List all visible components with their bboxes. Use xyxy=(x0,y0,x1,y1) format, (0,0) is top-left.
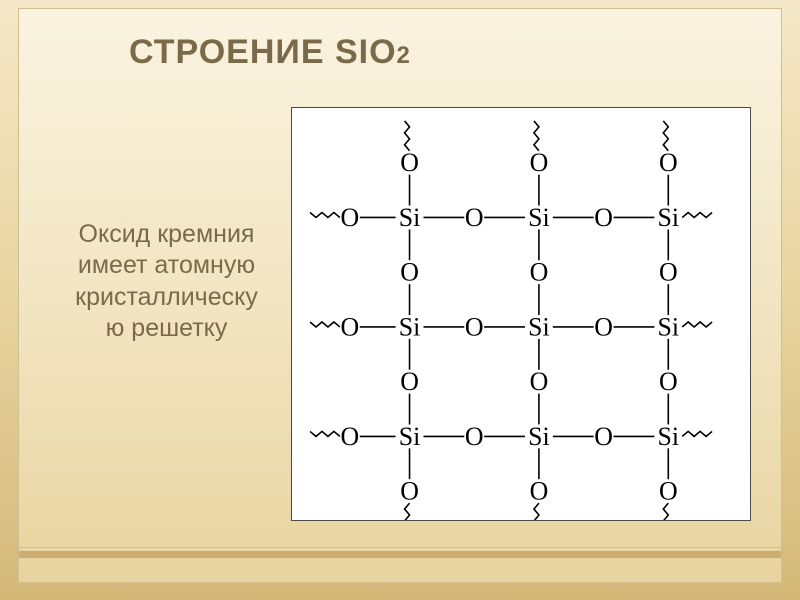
structure-diagram: Si Si Si O O Si Si Si O O Si Si Si O O O O O O O O O O O O O O O O O xyxy=(291,107,751,521)
accent-line-thick xyxy=(19,551,781,558)
caption-text: Оксид кремния имеет атомную кристалличес… xyxy=(39,219,294,344)
accent-line-thin xyxy=(19,547,781,548)
svg-text:Si: Si xyxy=(399,422,421,451)
svg-text:O: O xyxy=(530,258,549,287)
svg-text:O: O xyxy=(400,258,419,287)
svg-text:O: O xyxy=(659,477,678,506)
slide-frame: СТРОЕНИЕ SIO2 Оксид кремния имеет атомну… xyxy=(18,8,782,583)
caption-line: кристаллическу xyxy=(39,282,294,313)
svg-text:O: O xyxy=(530,148,549,177)
svg-text:O: O xyxy=(594,422,613,451)
title-subscript: 2 xyxy=(397,42,411,69)
svg-text:Si: Si xyxy=(399,312,421,341)
svg-text:O: O xyxy=(400,148,419,177)
svg-text:Si: Si xyxy=(657,312,679,341)
svg-text:O: O xyxy=(530,477,549,506)
caption-line: ю решетку xyxy=(39,313,294,344)
caption-line: имеет атомную xyxy=(39,250,294,281)
svg-text:O: O xyxy=(340,312,359,341)
svg-text:Si: Si xyxy=(657,203,679,232)
svg-text:O: O xyxy=(465,422,484,451)
svg-text:O: O xyxy=(659,258,678,287)
svg-text:Si: Si xyxy=(528,203,550,232)
svg-text:O: O xyxy=(594,203,613,232)
svg-text:O: O xyxy=(340,203,359,232)
svg-text:O: O xyxy=(465,203,484,232)
diagram-svg: Si Si Si O O Si Si Si O O Si Si Si O O O O O O O O O O O O O O O O O xyxy=(292,108,750,520)
title-main: СТРОЕНИЕ SIO xyxy=(129,33,397,71)
svg-text:Si: Si xyxy=(528,312,550,341)
svg-text:O: O xyxy=(400,367,419,396)
svg-text:Si: Si xyxy=(657,422,679,451)
svg-text:O: O xyxy=(594,312,613,341)
svg-text:O: O xyxy=(659,367,678,396)
svg-text:O: O xyxy=(465,312,484,341)
caption-line: Оксид кремния xyxy=(39,219,294,250)
svg-text:Si: Si xyxy=(528,422,550,451)
slide-title: СТРОЕНИЕ SIO2 xyxy=(129,33,411,72)
svg-text:Si: Si xyxy=(399,203,421,232)
svg-text:O: O xyxy=(659,148,678,177)
svg-text:O: O xyxy=(530,367,549,396)
svg-text:O: O xyxy=(340,422,359,451)
svg-text:O: O xyxy=(400,477,419,506)
